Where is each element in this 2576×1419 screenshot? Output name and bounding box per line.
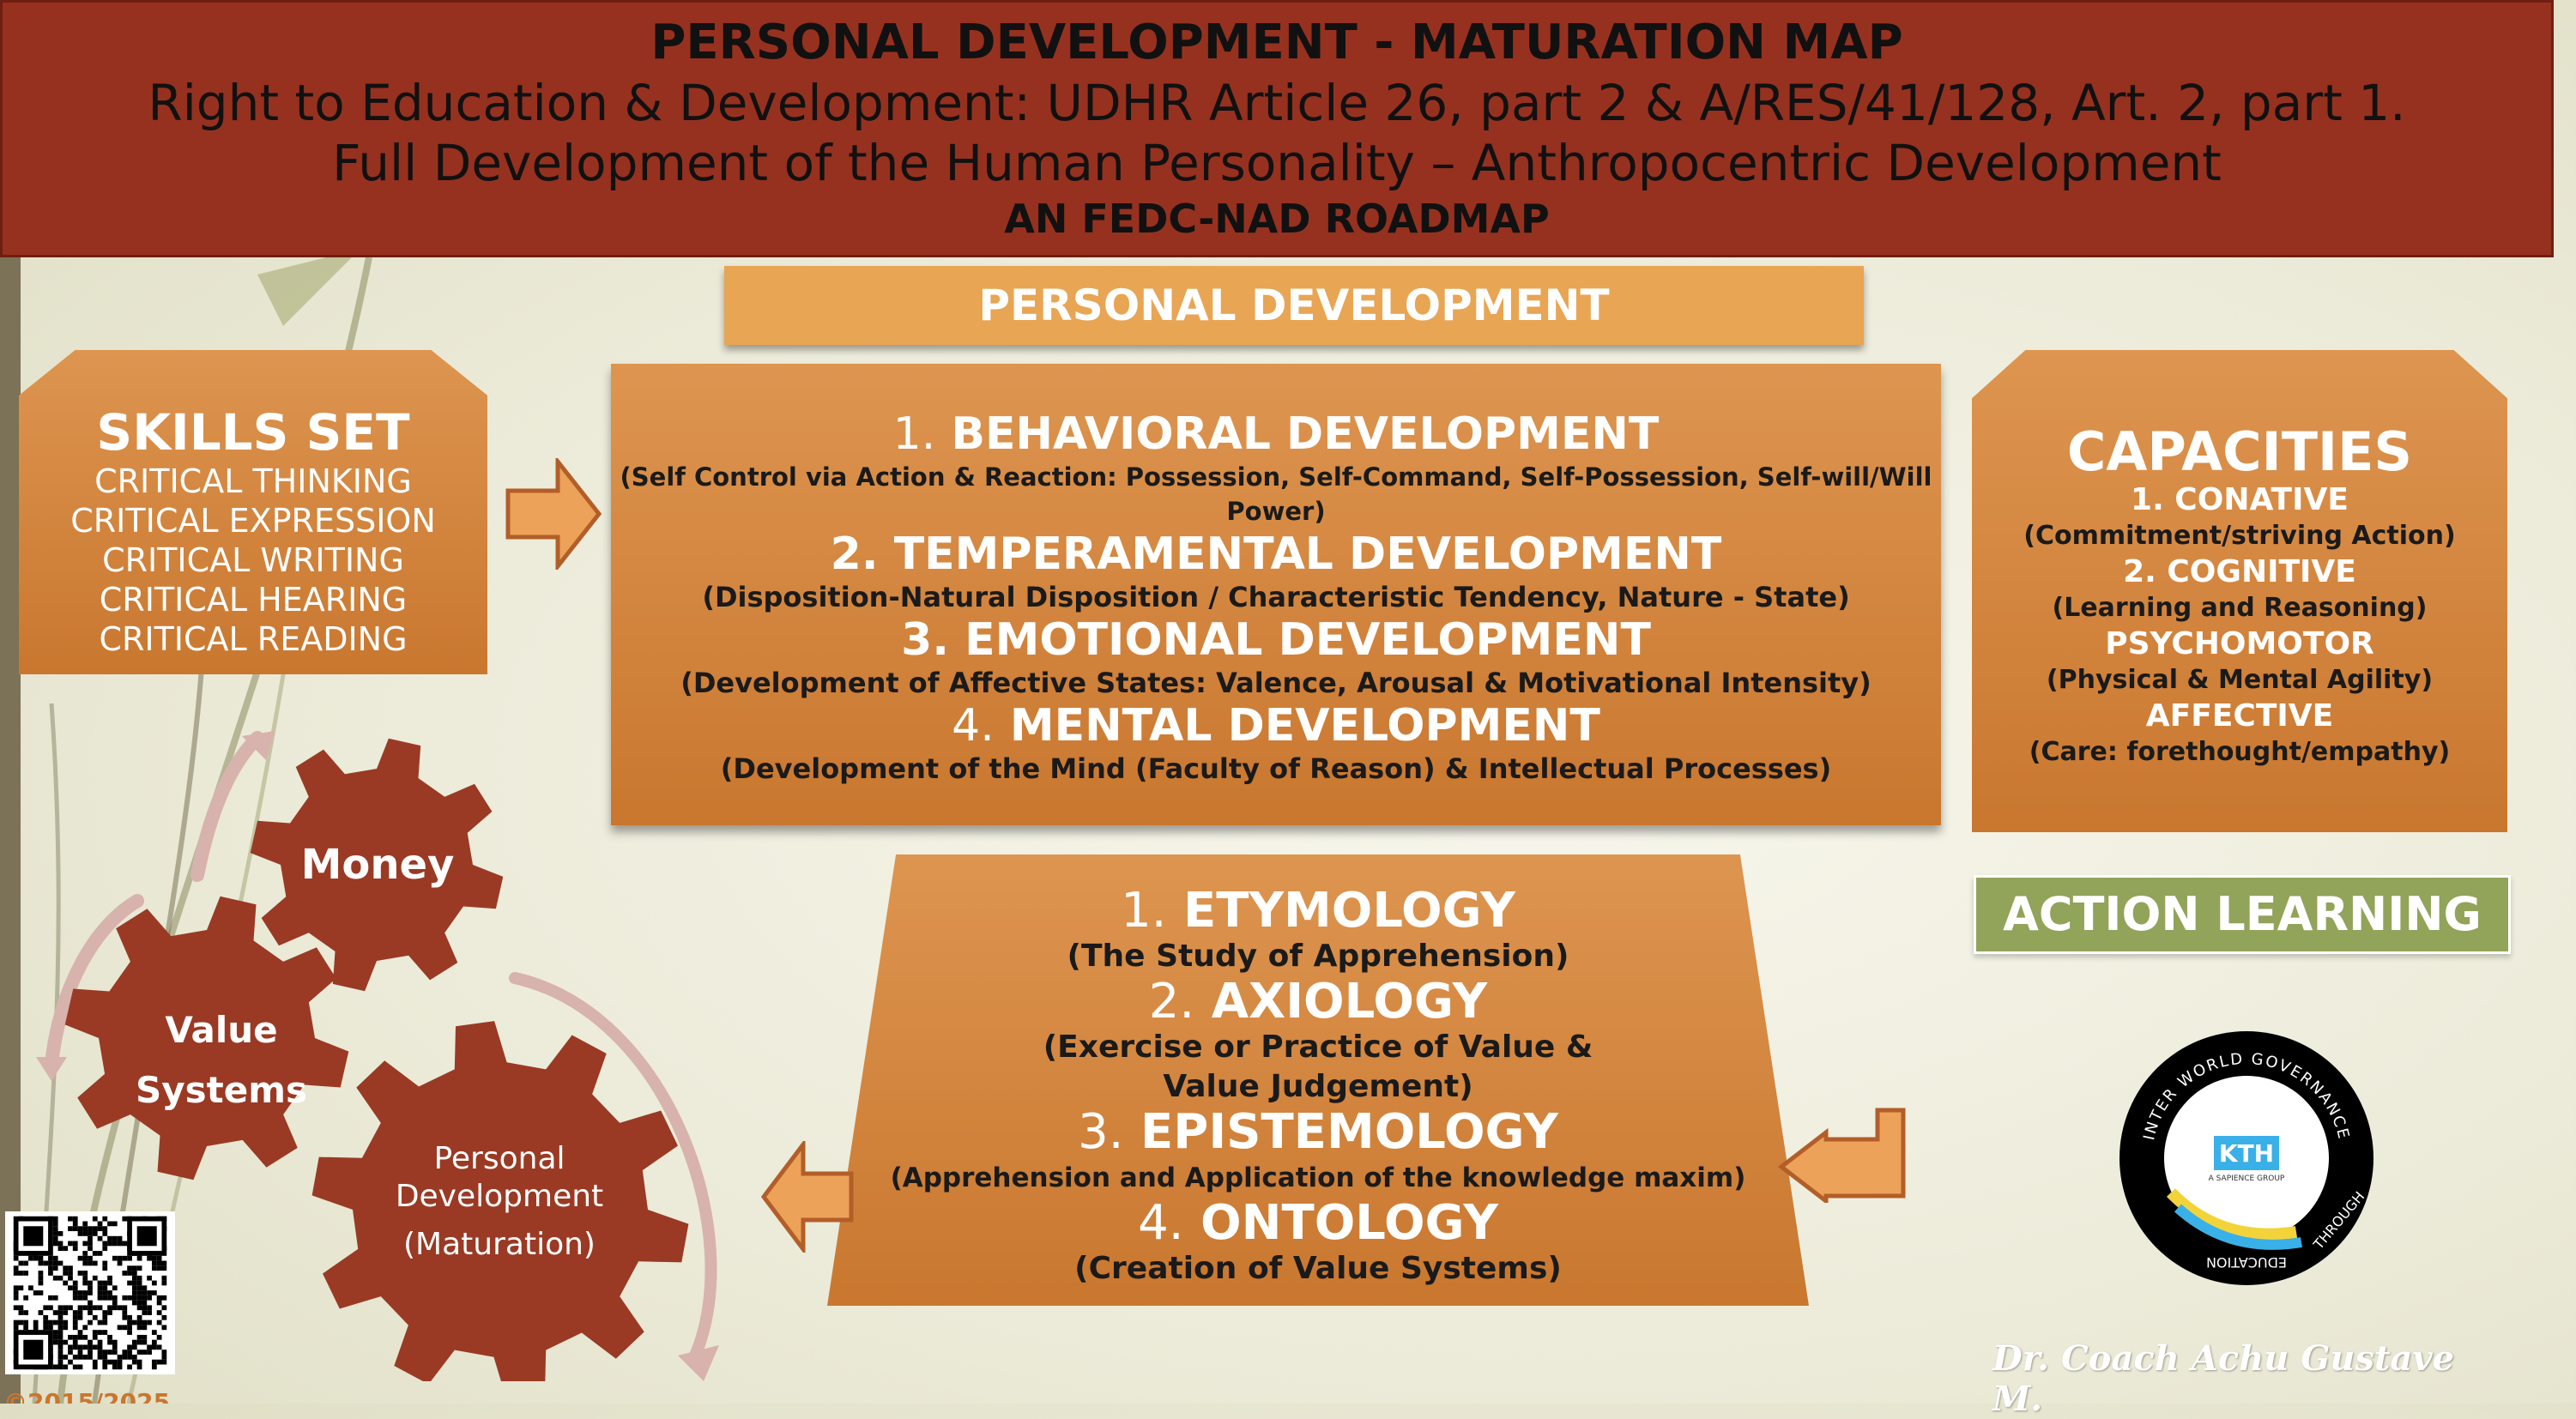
skill-item: CRITICAL HEARING: [99, 581, 408, 619]
qr-code[interactable]: [5, 1211, 175, 1374]
development-item-desc: (Disposition-Natural Disposition / Chara…: [702, 581, 1850, 613]
logo-mark: KTH: [2219, 1139, 2274, 1168]
skills-set-title: SKILLS SET: [96, 403, 410, 462]
philosophy-item-desc: (Exercise or Practice of Value & Value J…: [1043, 1030, 1593, 1104]
header-line-personality: Full Development of the Human Personalit…: [332, 134, 2222, 192]
gear-label-maturation: (Maturation): [403, 1227, 596, 1262]
capacity-desc: (Learning and Reasoning): [2052, 593, 2428, 623]
philosophy-item-desc: (Creation of Value Systems): [1074, 1251, 1562, 1286]
philosophy-item-title: 3. EPISTEMOLOGY: [1078, 1104, 1558, 1160]
arrow-right-icon: [505, 458, 602, 570]
header-roadmap: AN FEDC-NAD ROADMAP: [1004, 196, 1550, 242]
capacity-label: 2. COGNITIVE: [2123, 554, 2356, 589]
capacity-label: PSYCHOMOTOR: [2105, 626, 2374, 661]
capacities-box: CAPACITIES 1. CONATIVE (Commitment/striv…: [1972, 350, 2507, 832]
cycle-arrowhead: [678, 1345, 719, 1381]
header-banner: PERSONAL DEVELOPMENT - MATURATION MAP Ri…: [0, 0, 2554, 257]
development-item-desc: (Development of Affective States: Valenc…: [680, 667, 1872, 699]
gear-label-money: Money: [300, 841, 455, 889]
signature: Dr. Coach Achu Gustave M.: [1992, 1338, 2455, 1419]
action-learning-label: ACTION LEARNING: [1974, 875, 2511, 954]
skill-item: CRITICAL READING: [99, 620, 408, 658]
skill-item: CRITICAL WRITING: [102, 541, 404, 579]
skill-item: CRITICAL EXPRESSION: [70, 502, 436, 540]
philosophy-item-desc: (The Study of Apprehension): [1067, 939, 1569, 974]
gear-label-systems: Systems: [136, 1069, 307, 1111]
logo-ring-bottom: EDUCATION: [2206, 1254, 2287, 1271]
philosophy-item-title: 2. AXIOLOGY: [1148, 974, 1488, 1030]
development-item-title: 2. TEMPERAMENTAL DEVELOPMENT: [830, 528, 1722, 580]
development-item-desc: (Self Control via Action & Reaction: Pos…: [620, 462, 1932, 526]
gear-label-personal: Personal: [433, 1141, 565, 1176]
skill-item: CRITICAL THINKING: [94, 462, 412, 500]
arrow-left-icon: [760, 1141, 854, 1253]
development-item-desc: (Development of the Mind (Faculty of Rea…: [720, 752, 1832, 785]
kth-logo: KTH A SAPIENCE GROUP INTER WORLD GOVERNA…: [2119, 1031, 2373, 1285]
philosophy-item-title: 4. ONTOLOGY: [1138, 1195, 1498, 1251]
header-line-udhr: Right to Education & Development: UDHR A…: [148, 74, 2406, 132]
logo-sub: A SAPIENCE GROUP: [2209, 1174, 2285, 1183]
gear-money: [250, 738, 504, 992]
gear-label-development: Development: [395, 1179, 604, 1214]
cycle-arrowhead: [36, 1057, 67, 1081]
cycle-arc: [45, 894, 144, 1071]
philosophy-item-desc: (Apprehension and Application of the kno…: [890, 1162, 1746, 1193]
capacity-desc: (Care: forethought/empathy): [2029, 737, 2451, 767]
header-title: PERSONAL DEVELOPMENT - MATURATION MAP: [650, 15, 1903, 70]
qr-code-icon: [13, 1216, 167, 1370]
development-item-title: 1. BEHAVIORAL DEVELOPMENT: [892, 408, 1660, 460]
gear-label-value: Value: [165, 1009, 278, 1051]
cycle-arc: [509, 972, 717, 1362]
gears-layer: [36, 731, 719, 1381]
copyright-text: ©2015/2025 www.ktheducationgroup.org: [3, 1388, 171, 1404]
development-item-title: 3. EMOTIONAL DEVELOPMENT: [901, 614, 1651, 666]
development-box: 1. BEHAVIORAL DEVELOPMENT (Self Control …: [611, 364, 1941, 825]
gear-cycle: [36, 731, 719, 1381]
development-item-title: 4. MENTAL DEVELOPMENT: [952, 700, 1600, 752]
philosophy-box: 1. ETYMOLOGY (The Study of Apprehension)…: [827, 854, 1809, 1306]
capacity-label: 1. CONATIVE: [2131, 482, 2349, 517]
gear-personal-development: [311, 1021, 689, 1381]
return-arrow-icon: [1778, 1108, 1906, 1203]
gear-value-systems: [64, 896, 349, 1180]
cycle-arrowhead: [242, 731, 275, 760]
capacities-title: CAPACITIES: [2066, 420, 2413, 483]
philosophy-item-title: 1. ETYMOLOGY: [1121, 883, 1515, 939]
personal-development-title: PERSONAL DEVELOPMENT: [724, 266, 1864, 345]
cycle-arc: [190, 731, 264, 882]
capacity-label: AFFECTIVE: [2145, 698, 2334, 734]
skills-set-box: SKILLS SET CRITICAL THINKING CRITICAL EX…: [19, 350, 487, 674]
capacity-desc: (Commitment/striving Action): [2023, 521, 2456, 551]
capacity-desc: (Physical & Mental Agility): [2046, 665, 2434, 695]
